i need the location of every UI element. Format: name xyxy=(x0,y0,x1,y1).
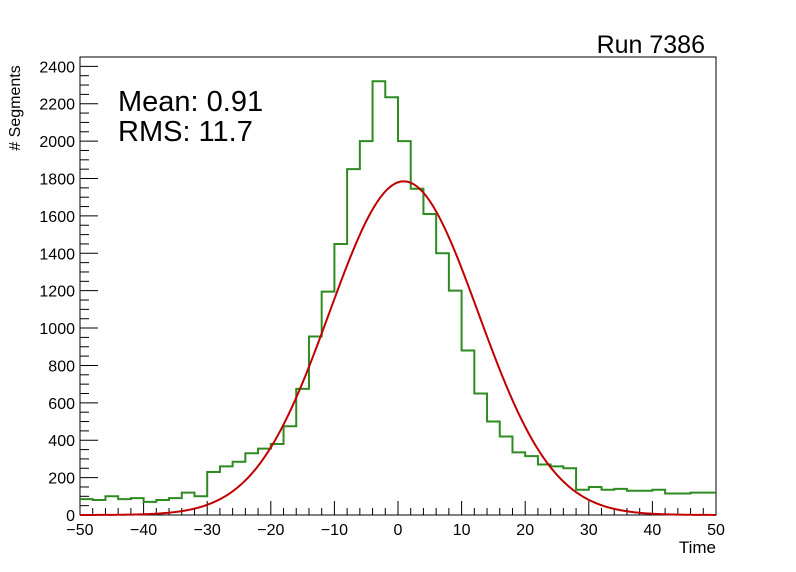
y-tick-label: 2400 xyxy=(39,59,75,76)
gaussian-fit-curve xyxy=(80,180,716,516)
y-tick-label: 0 xyxy=(66,508,75,525)
x-tick-label: −10 xyxy=(321,522,348,539)
y-tick-label: 2200 xyxy=(39,97,75,114)
x-tick-label: 50 xyxy=(707,522,725,539)
y-tick-label: 800 xyxy=(48,358,75,375)
y-tick-label: 2000 xyxy=(39,134,75,151)
mean-stat-label: Mean: 0.91 xyxy=(118,86,263,118)
rms-stat-label: RMS: 11.7 xyxy=(118,116,253,148)
x-tick-label: 20 xyxy=(516,522,534,539)
x-tick-label: 40 xyxy=(644,522,662,539)
y-tick-label: 1800 xyxy=(39,172,75,189)
x-tick-label: −40 xyxy=(130,522,157,539)
x-tick-label: −50 xyxy=(66,522,93,539)
x-tick-label: 30 xyxy=(580,522,598,539)
x-axis-label: Time xyxy=(679,538,716,557)
histogram-series xyxy=(80,80,716,503)
y-tick-label: 1200 xyxy=(39,284,75,301)
x-tick-label: −30 xyxy=(194,522,221,539)
chart-title: Run 7386 xyxy=(597,31,705,59)
axis-tick-labels: −50 −40 −30 −20 −10 0 10 20 30 40 50 0 200 400 600 800 1… xyxy=(39,59,725,539)
y-tick-label: 400 xyxy=(48,433,75,450)
y-tick-label: 600 xyxy=(48,396,75,413)
x-tick-label: −20 xyxy=(257,522,284,539)
x-tick-label: 0 xyxy=(394,522,403,539)
y-tick-label: 200 xyxy=(48,471,75,488)
x-tick-label: 10 xyxy=(453,522,471,539)
y-axis-label: # Segments xyxy=(7,65,24,150)
y-tick-label: 1000 xyxy=(39,321,75,338)
y-tick-label: 1600 xyxy=(39,209,75,226)
y-tick-label: 1400 xyxy=(39,246,75,263)
